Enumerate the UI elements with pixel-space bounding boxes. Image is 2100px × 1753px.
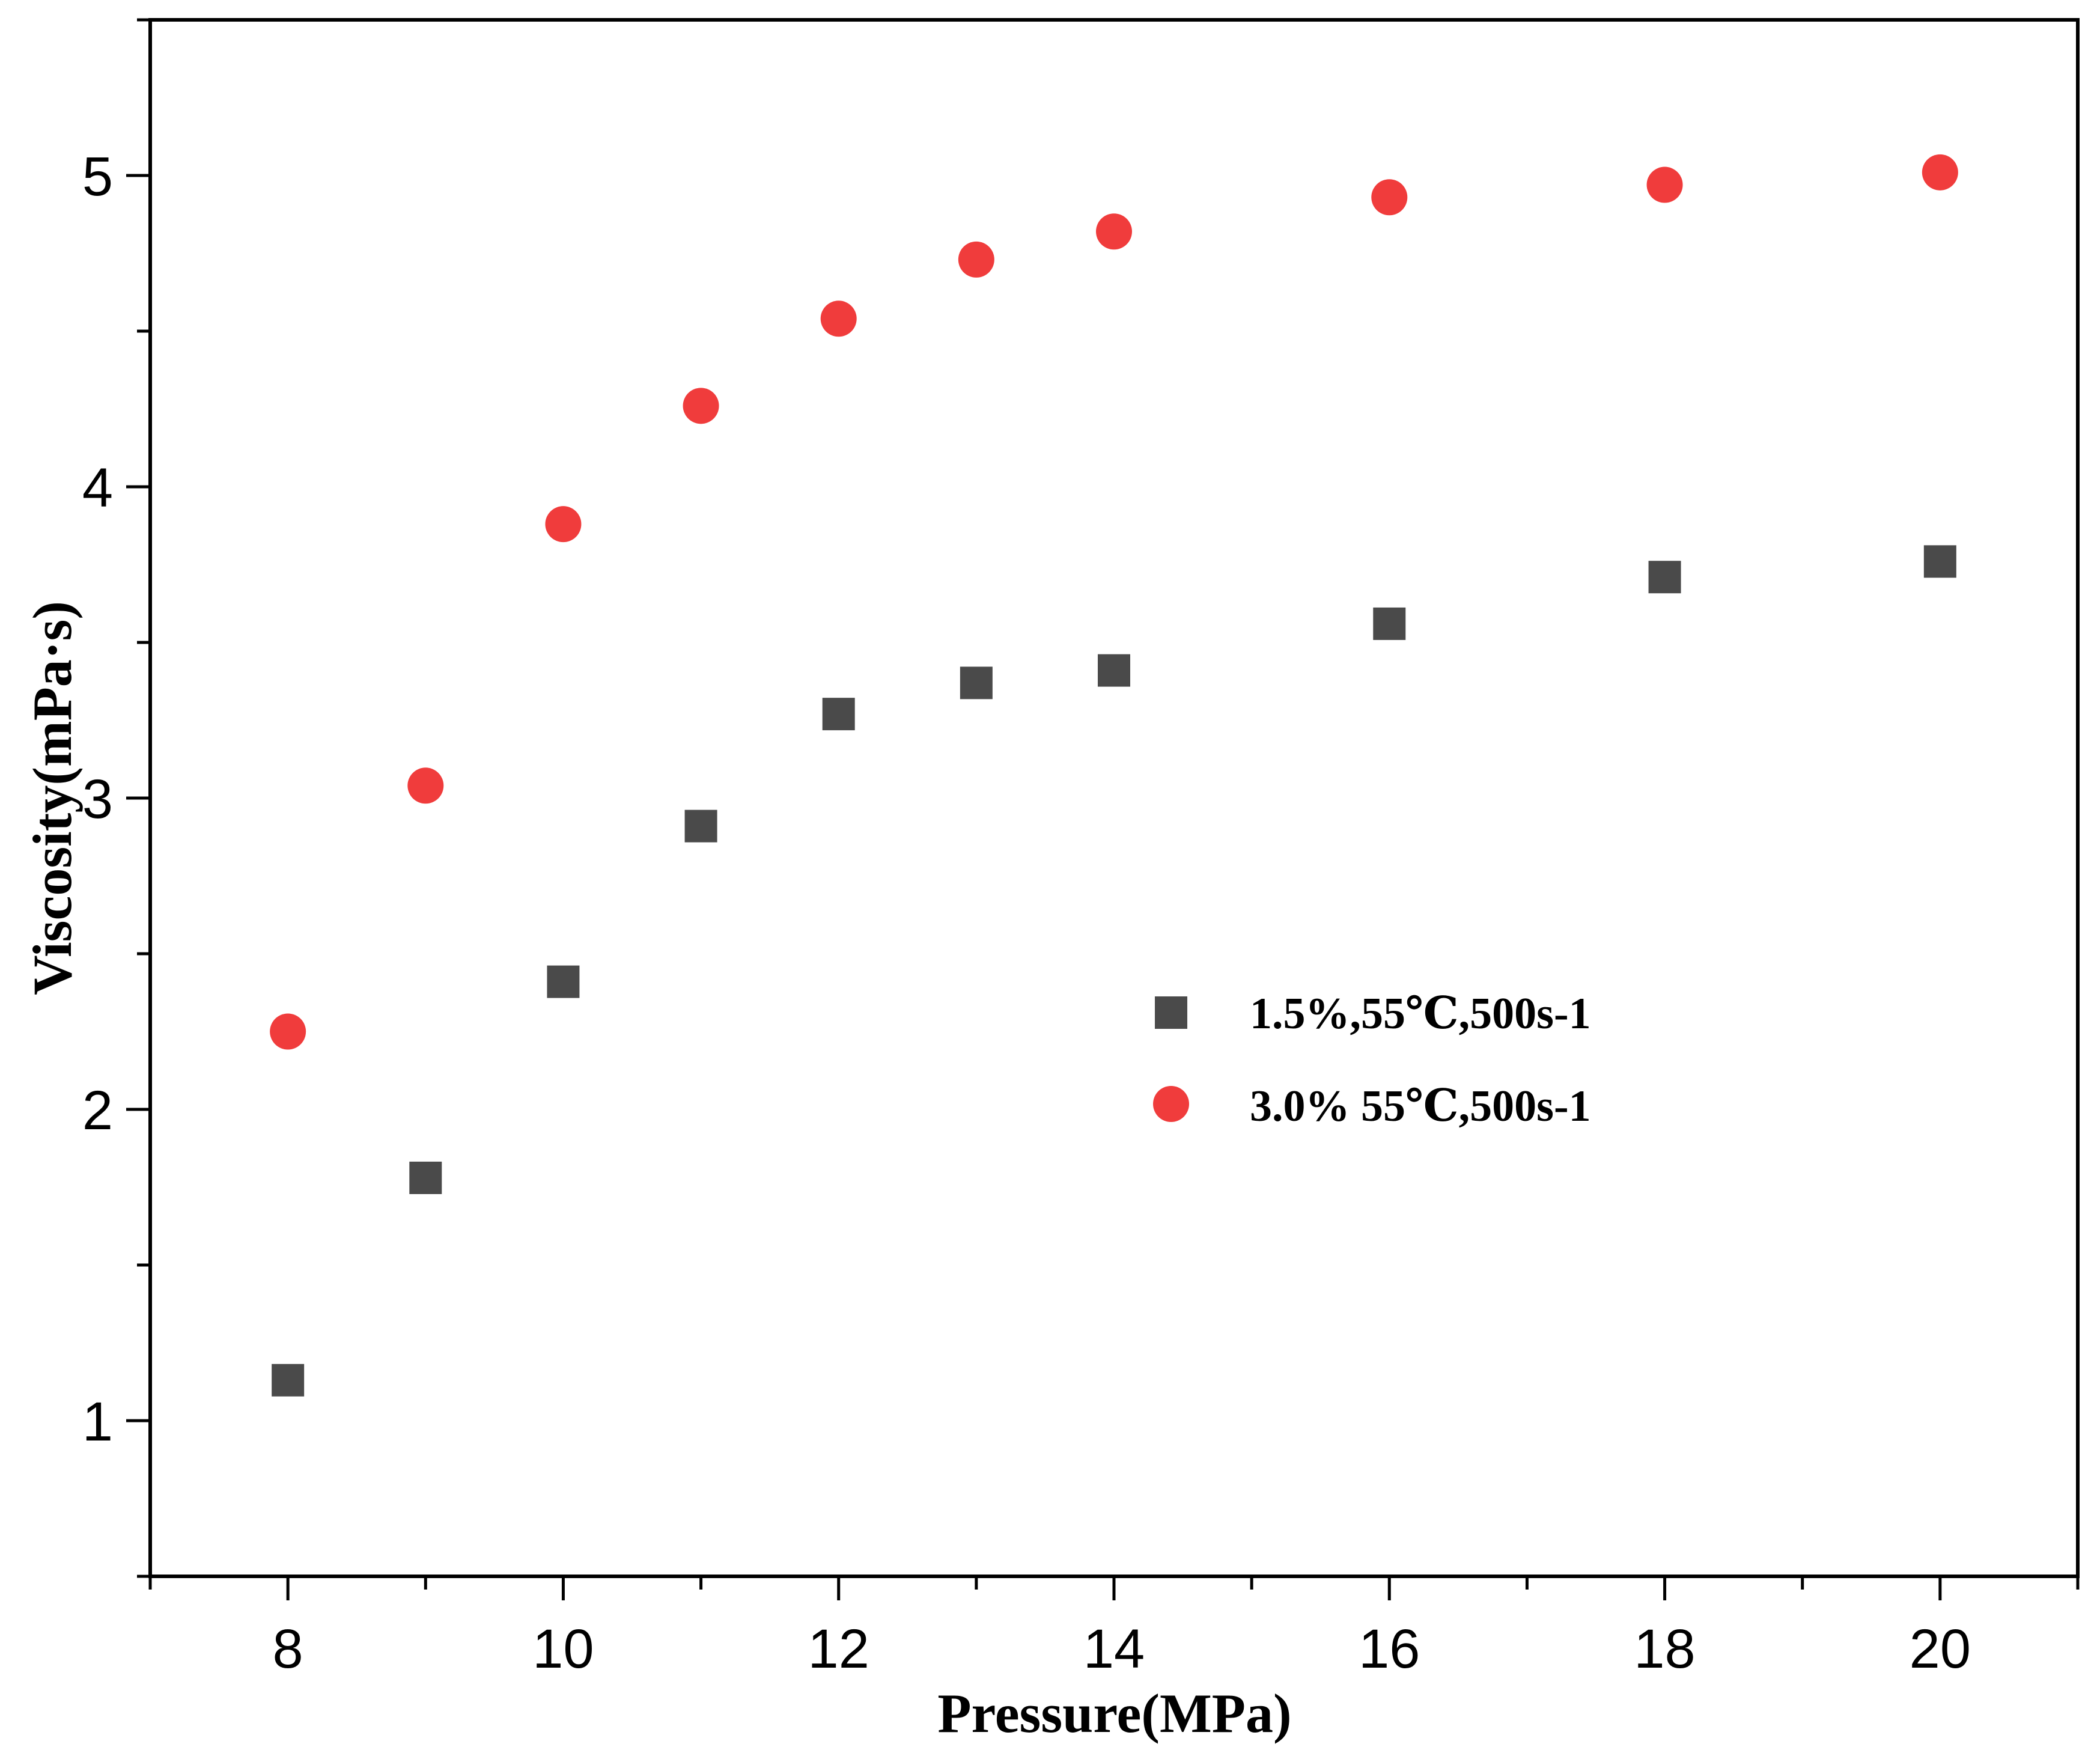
data-point-square xyxy=(272,1364,305,1397)
data-point-square xyxy=(1098,654,1130,687)
data-point-square xyxy=(409,1161,442,1194)
data-point-square xyxy=(1923,545,1956,578)
data-point-circle xyxy=(270,1013,306,1050)
legend-label-series-1: 1.5%,55℃,500s-1 xyxy=(1250,989,1591,1038)
data-point-circle xyxy=(1922,154,1958,191)
data-point-circle xyxy=(820,300,857,337)
y-tick-label: 1 xyxy=(82,1391,113,1453)
data-points xyxy=(270,154,1958,1397)
legend-marker-circle xyxy=(1153,1086,1189,1122)
data-point-circle xyxy=(683,388,719,424)
x-tick-label: 16 xyxy=(1359,1618,1420,1680)
data-point-square xyxy=(960,666,993,700)
y-axis: 1 2 3 4 5 xyxy=(82,18,150,1578)
legend-marker-square xyxy=(1155,996,1187,1029)
x-tick-label: 10 xyxy=(532,1618,594,1680)
data-point-circle xyxy=(1646,166,1683,203)
data-point-circle xyxy=(958,241,994,278)
y-tick-label: 3 xyxy=(82,769,113,830)
data-point-square xyxy=(547,965,580,998)
y-tick-label: 5 xyxy=(82,146,113,207)
x-tick-label: 12 xyxy=(808,1618,869,1680)
data-point-square xyxy=(684,809,717,843)
data-point-circle xyxy=(407,767,444,804)
legend: 1.5%,55℃,500s-1 3.0% 55℃,500s-1 xyxy=(1153,989,1591,1131)
x-tick-label: 8 xyxy=(273,1618,303,1680)
data-point-circle xyxy=(1096,213,1132,250)
x-axis: 8 10 12 14 16 18 20 xyxy=(148,1576,2080,1680)
data-point-square xyxy=(822,698,855,731)
data-point-square xyxy=(1648,561,1681,594)
x-tick-label: 18 xyxy=(1634,1618,1695,1680)
data-point-circle xyxy=(545,506,582,543)
legend-label-series-2: 3.0% 55℃,500s-1 xyxy=(1250,1082,1591,1131)
y-tick-label: 2 xyxy=(82,1080,113,1141)
data-point-circle xyxy=(1371,179,1408,216)
x-axis-title: Pressure(MPa) xyxy=(937,1683,1291,1744)
x-tick-label: 14 xyxy=(1083,1618,1145,1680)
data-point-square xyxy=(1373,607,1406,640)
plot-frame xyxy=(148,18,2080,1578)
x-tick-label: 20 xyxy=(1910,1618,1971,1680)
y-tick-label: 4 xyxy=(82,457,113,519)
y-axis-title: Viscosity(mPa·s) xyxy=(22,601,83,995)
